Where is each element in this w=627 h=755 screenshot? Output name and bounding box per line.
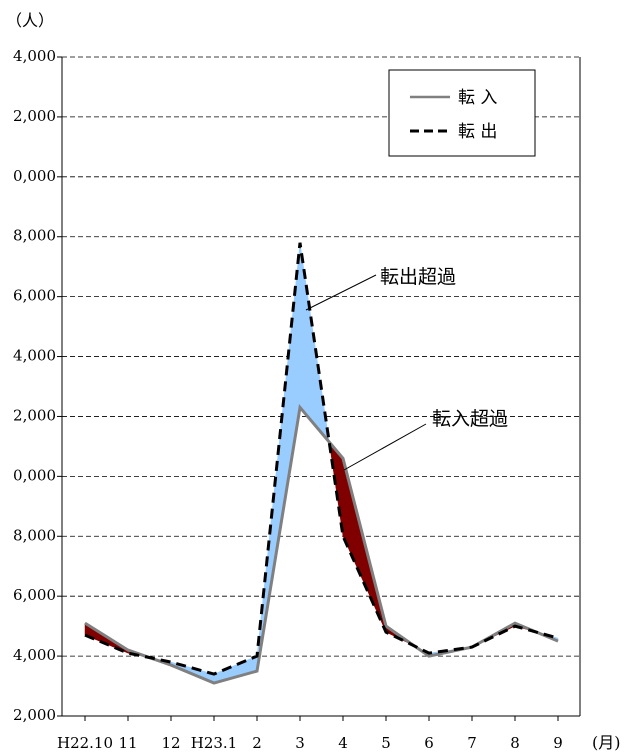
y-tick-label: 8,000 [13,526,56,544]
axes [61,57,581,717]
x-tick-label: H23.1 [191,734,237,752]
y-tick-label: 6,000 [13,287,56,305]
x-tick-label: 5 [381,734,391,752]
y-tick-label: 6,000 [13,586,56,604]
y-tick-label: 0,000 [13,466,56,484]
legend-label-tennyu: 転 入 [458,88,497,108]
x-tick-label: 3 [295,734,305,752]
legend-label-tenshutsu: 転 出 [458,122,497,142]
x-tick-label: 8 [510,734,520,752]
x-tick-label: 4 [338,734,348,752]
x-tick-label: 11 [118,734,137,752]
annotation-inmigration: 転入超過 [343,408,508,471]
x-tick-label: 12 [161,734,180,752]
legend-box [388,69,536,157]
legend: 転 入 転 出 [388,69,536,157]
y-tick-label: 2,000 [13,706,56,724]
x-tick-label: 7 [467,734,477,752]
grid-lines [62,56,580,657]
difference-area [213,655,258,684]
y-tick-label: 4,000 [13,47,56,65]
y-tick-label: 4,000 [13,646,56,664]
series-lines [84,242,559,685]
y-tick-label: 4,000 [13,347,56,365]
annotation-outmigration-label: 転出超過 [380,266,456,288]
x-tick-labels: H22.10 11 12 H23.1 2 3 4 5 6 7 8 9 [57,716,563,752]
annotation-inmigration-label: 転入超過 [432,408,508,430]
annotation-inmigration-leader [343,423,427,471]
x-tick-label: 2 [252,734,262,752]
series-line-tennyu [84,404,559,685]
x-tick-label: 6 [424,734,434,752]
difference-fills [84,242,559,684]
series-line-tenshutsu [84,242,559,676]
y-tick-label: 2,000 [13,107,56,125]
y-tick-label: 8,000 [13,227,56,245]
x-tick-label: 9 [553,734,563,752]
y-tick-labels: 2,000 4,000 6,000 8,000 0,000 2,000 4,000 6,000… [13,47,62,724]
y-axis-unit: （人） [6,11,54,30]
x-axis-unit: (月) [592,733,621,752]
y-tick-label: 2,000 [13,406,56,424]
annotation-outmigration: 転出超過 [305,266,456,311]
x-tick-label: H22.10 [57,734,113,752]
y-tick-label: 0,000 [13,167,56,185]
annotation-outmigration-leader [305,274,377,311]
